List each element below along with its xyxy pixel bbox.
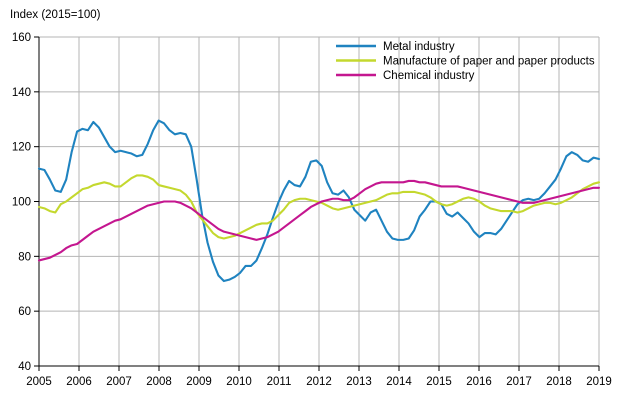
y-tick-label: 40: [18, 361, 31, 373]
x-tick-label: 2018: [546, 376, 572, 388]
x-tick-label: 2005: [26, 376, 52, 388]
x-tick-label: 2006: [66, 376, 92, 388]
y-tick-label: 140: [12, 87, 31, 99]
data-series-group: [37, 119, 601, 283]
x-tick-label: 2009: [186, 376, 212, 388]
x-tick-label: 2008: [146, 376, 172, 388]
x-tick-label: 2013: [346, 376, 372, 388]
series-line-0: [37, 119, 601, 283]
chart-legend: Metal industry Manufacture of paper and p…: [336, 41, 595, 82]
y-tick-label: 160: [12, 32, 31, 44]
y-tick-label: 100: [12, 197, 31, 209]
x-tick-label: 2010: [226, 376, 252, 388]
y-axis-title: Index (2015=100): [10, 9, 101, 21]
x-tick-label: 2019: [586, 376, 612, 388]
x-tick-label: 2012: [306, 376, 332, 388]
legend-label-1: Manufacture of paper and paper products: [383, 56, 595, 68]
x-tick-label: 2007: [106, 376, 132, 388]
legend-label-2: Chemical industry: [383, 70, 475, 82]
series-line-2: [37, 179, 601, 262]
y-tick-label: 80: [18, 251, 31, 263]
x-tick-label: 2015: [426, 376, 452, 388]
x-tick-label: 2016: [466, 376, 492, 388]
y-axis-ticks: 40 60 80 100 120 140 160: [12, 32, 39, 373]
legend-label-0: Metal industry: [383, 41, 455, 53]
y-tick-label: 120: [12, 142, 31, 154]
x-tick-label: 2011: [267, 376, 292, 388]
x-tick-label: 2017: [506, 376, 532, 388]
x-tick-label: 2014: [386, 376, 412, 388]
x-axis-ticks: 2005 2006 2007 2008 2009 2010 2011 2012 2013 2014…: [26, 366, 612, 388]
y-tick-label: 60: [18, 306, 31, 318]
